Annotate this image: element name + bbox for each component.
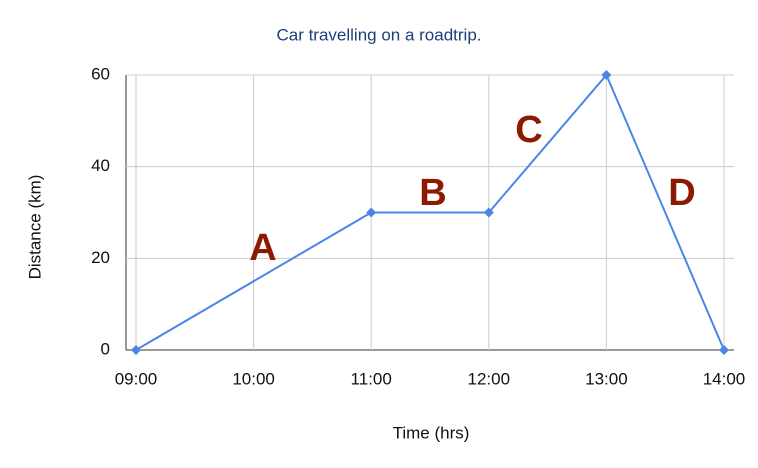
y-tick-label: 0	[101, 339, 110, 358]
x-tick-label: 14:00	[703, 369, 746, 388]
annotation: D	[668, 172, 695, 214]
annotation: B	[419, 172, 446, 214]
point	[131, 345, 141, 355]
point	[719, 345, 729, 355]
x-tick-label: 13:00	[585, 369, 628, 388]
x-tick-label: 09:00	[115, 369, 158, 388]
y-tick-label: 20	[91, 248, 110, 267]
x-tick-label: 11:00	[351, 369, 392, 388]
point	[601, 70, 612, 80]
annotation: C	[515, 109, 542, 151]
x-axis-label: Time (hrs)	[393, 423, 470, 442]
chart-title: Car travelling on a roadtrip.	[276, 25, 481, 44]
point	[366, 207, 377, 218]
y-tick-label: 60	[91, 64, 110, 83]
annotation: A	[249, 227, 276, 269]
x-tick-label: 12:00	[468, 369, 511, 388]
y-tick-label: 40	[91, 156, 110, 175]
x-tick-label: 10:00	[232, 369, 275, 388]
point	[483, 207, 494, 218]
y-axis-label: Distance (km)	[25, 175, 44, 280]
